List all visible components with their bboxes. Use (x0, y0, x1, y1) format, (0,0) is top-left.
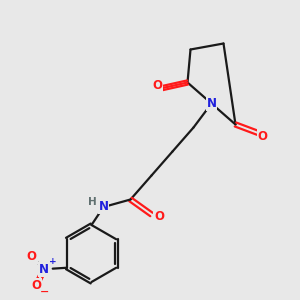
Text: O: O (27, 250, 37, 263)
Text: N: N (39, 263, 49, 276)
Text: H: H (88, 196, 97, 207)
Text: −: − (40, 287, 49, 297)
Text: O: O (257, 130, 268, 143)
Text: O: O (154, 209, 164, 223)
Text: N: N (206, 97, 217, 110)
Text: O: O (152, 79, 163, 92)
Text: N: N (98, 200, 109, 214)
Text: +: + (49, 257, 56, 266)
Text: O: O (31, 279, 41, 292)
